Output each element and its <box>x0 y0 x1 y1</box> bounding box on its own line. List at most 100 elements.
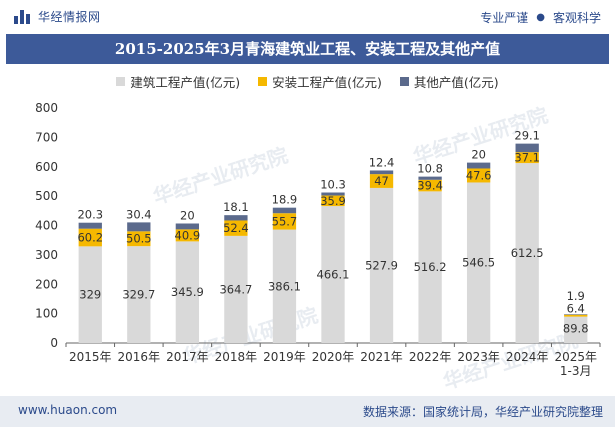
bar-value-label: 6.4 <box>567 302 585 316</box>
bar-value-label: 47 <box>374 174 389 188</box>
bar-value-label: 50.5 <box>126 232 152 246</box>
x-tick-label: 2017年 <box>166 350 209 364</box>
bar-value-label: 60.2 <box>77 231 103 245</box>
website-link[interactable]: www.huaon.com <box>18 403 118 417</box>
bar-segment <box>515 163 539 343</box>
tag-objective: 客观科学 <box>552 11 601 25</box>
x-tick-label: 2021年 <box>360 350 403 364</box>
bar-segment <box>175 229 200 242</box>
bar-segment <box>466 168 491 183</box>
legend-item-installation: 安装工程产值(亿元) <box>258 72 382 91</box>
top-bar: 华经情报网 专业严谨 ● 客观科学 <box>0 0 615 34</box>
bar-segment <box>466 182 491 343</box>
bar-segment <box>175 223 200 230</box>
legend-label: 安装工程产值(亿元) <box>272 75 382 90</box>
y-tick-label: 400 <box>35 219 58 233</box>
dot-icon: ● <box>536 12 545 23</box>
bar-value-label: 546.5 <box>462 256 495 270</box>
bar-segment <box>321 206 345 343</box>
legend: 建筑工程产值(亿元) 安装工程产值(亿元) 其他产值(亿元) <box>0 72 615 91</box>
x-tick-label: 2015年 <box>69 350 112 364</box>
bar-logo-icon <box>14 9 32 24</box>
bar-segment <box>175 241 200 343</box>
bar-value-label: 55.7 <box>272 214 298 228</box>
bar-segment <box>418 179 442 192</box>
bar-value-label: 10.8 <box>417 162 443 176</box>
y-tick-label: 200 <box>35 277 58 291</box>
bar-segment <box>78 222 102 229</box>
x-tick-label: 2025年 <box>554 350 597 364</box>
bar-value-label: 466.1 <box>317 268 350 282</box>
brand-name: 华经情报网 <box>38 10 101 24</box>
bar-value-label: 329.7 <box>122 288 155 302</box>
legend-swatch <box>399 77 409 86</box>
y-tick-label: 300 <box>35 248 58 262</box>
bar-value-label: 18.1 <box>223 200 249 214</box>
legend-swatch <box>258 77 268 86</box>
x-tick-label: 1-3月 <box>560 364 592 378</box>
bar-segment <box>78 246 102 343</box>
chart-plot: 0 100 200 300 400 500 600 700 800 329 60.2 20.3 2015… <box>35 101 601 378</box>
y-tick-label: 800 <box>35 101 58 115</box>
tag-professional: 专业严谨 <box>480 11 529 25</box>
bar-segment <box>564 316 588 343</box>
x-tick-label: 2016年 <box>118 350 161 364</box>
title-bar: 2015-2025年3月青海建筑业工程、安装工程及其他产值 <box>6 34 609 64</box>
footer: www.huaon.com 数据来源：国家统计局，华经产业研究院整理 <box>0 396 615 427</box>
x-tick-label: 2019年 <box>263 350 306 364</box>
bar-segment <box>272 229 297 343</box>
bar-value-label: 39.4 <box>417 179 443 193</box>
bar-segment <box>127 222 151 232</box>
bar-value-label: 37.1 <box>514 151 540 165</box>
bar-segment <box>224 235 248 343</box>
bar-segment <box>369 174 394 188</box>
legend-swatch <box>116 77 126 86</box>
y-tick-label: 500 <box>35 189 58 203</box>
bar-segment <box>224 220 248 236</box>
bar-segment <box>515 152 539 164</box>
bar-value-label: 612.5 <box>511 246 544 260</box>
bar-segment <box>564 314 588 315</box>
y-tick-label: 100 <box>35 307 58 321</box>
brand: 华经情报网 <box>14 8 101 25</box>
y-tick-label: 600 <box>35 160 58 174</box>
legend-item-other: 其他产值(亿元) <box>399 72 499 91</box>
bar-segment <box>127 231 151 247</box>
legend-item-construction: 建筑工程产值(亿元) <box>116 72 240 91</box>
bar-segment <box>418 176 442 180</box>
legend-label: 建筑工程产值(亿元) <box>130 75 241 90</box>
x-tick-label: 2020年 <box>312 350 355 364</box>
legend-label: 其他产值(亿元) <box>413 75 499 90</box>
bar-value-label: 52.4 <box>223 221 249 235</box>
bar-value-label: 30.4 <box>126 207 152 221</box>
bar-segment <box>78 228 102 247</box>
bar-segment <box>321 195 345 207</box>
bar-segment <box>369 187 394 343</box>
bar-value-label: 35.9 <box>320 194 346 208</box>
bar-segment <box>272 213 297 230</box>
x-tick-label: 2024年 <box>506 350 549 364</box>
bar-segment <box>369 170 394 175</box>
x-tick-label: 2022年 <box>409 350 452 364</box>
bar-value-label: 40.9 <box>175 228 201 242</box>
bar-segment <box>321 192 345 196</box>
x-tick-label: 2023年 <box>457 350 500 364</box>
bar-value-label: 89.8 <box>563 322 589 336</box>
bar-value-label: 386.1 <box>268 279 301 293</box>
bar-segment <box>515 143 539 153</box>
bar-segment <box>272 207 297 214</box>
bar-value-label: 18.9 <box>272 193 298 207</box>
bar-value-label: 1.9 <box>567 289 585 303</box>
bar-value-label: 20 <box>471 148 486 162</box>
header-tags: 专业严谨 ● 客观科学 <box>480 9 601 26</box>
x-tick-label: 2018年 <box>215 350 258 364</box>
bar-segment <box>127 246 151 343</box>
bar-value-label: 47.6 <box>466 168 492 182</box>
bar-value-label: 20.3 <box>77 208 103 222</box>
y-tick-label: 0 <box>50 336 58 350</box>
bar-value-label: 12.4 <box>369 155 395 169</box>
y-tick-label: 700 <box>35 130 58 144</box>
bar-segment <box>418 191 442 343</box>
bar-value-label: 527.9 <box>365 258 398 272</box>
bar-segment <box>466 162 491 169</box>
